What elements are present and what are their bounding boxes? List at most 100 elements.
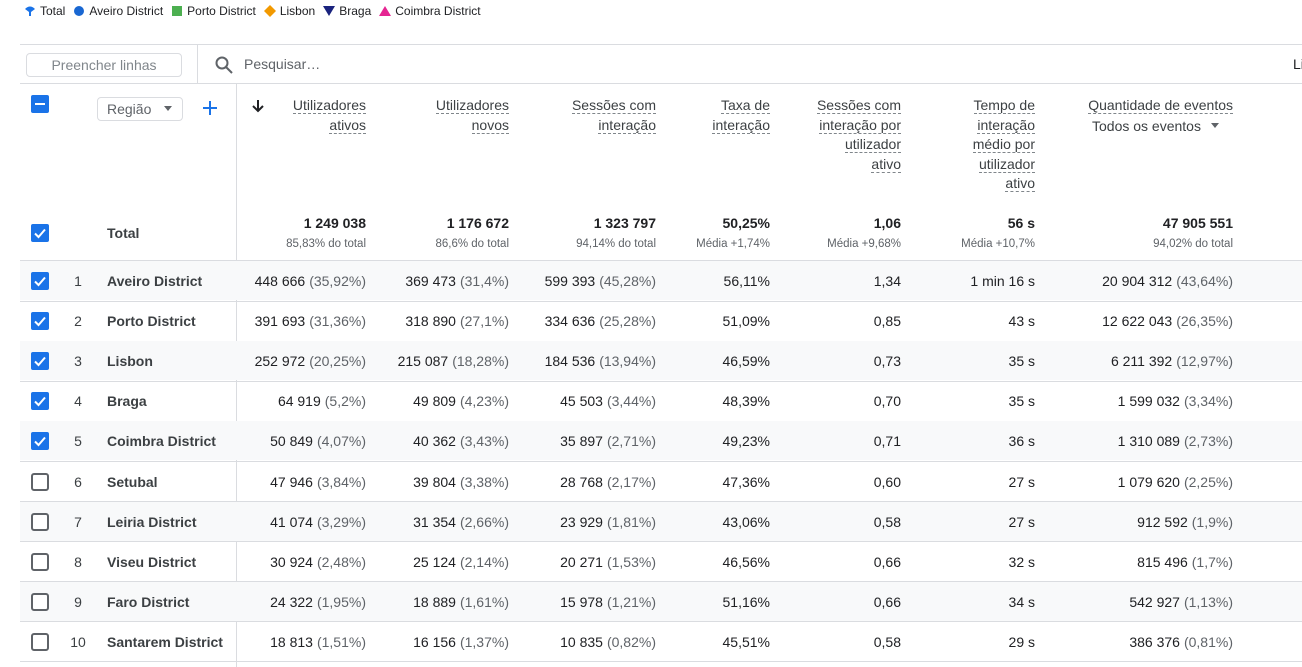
cell: 0,60 (874, 474, 901, 490)
row-checkbox[interactable] (31, 352, 49, 371)
cell: 215 087 (18,28%) (398, 353, 509, 369)
column-header[interactable]: Tempo de interação médio por utilizador … (969, 96, 1035, 194)
totals-checkbox[interactable] (31, 224, 49, 242)
cell-value: 0,85 (873, 313, 901, 330)
cell-value: 815 496 (1137, 553, 1188, 570)
icon-part (164, 106, 172, 111)
row-checkbox[interactable] (31, 312, 49, 331)
cell: 49 809 (4,23%) (413, 393, 509, 409)
legend-label: Total (40, 4, 66, 18)
row-checkbox[interactable] (31, 552, 49, 571)
cell-value: 34 s (1008, 593, 1035, 610)
cell: 184 536 (13,94%) (545, 353, 656, 369)
cell-value: 50 849 (270, 433, 313, 450)
fill-rows-button[interactable]: Preencher linhas (26, 53, 182, 77)
dimension-label: Região (107, 101, 152, 117)
metric-selector-label: Todos os eventos (1092, 118, 1201, 134)
column-header[interactable]: Utilizadores novos (427, 96, 509, 135)
cell: 1 079 620 (2,25%) (1118, 474, 1233, 490)
checkbox-check (34, 276, 46, 287)
search-input[interactable]: Pesquisar… (244, 56, 321, 72)
cell-value: 1 min 16 s (970, 273, 1035, 289)
cell: 35 s (1009, 353, 1035, 369)
row-checkbox[interactable] (31, 432, 49, 451)
cell: 51,09% (723, 313, 770, 329)
cell: 24 322 (1,95%) (270, 594, 366, 610)
row-name: Santarem District (107, 633, 223, 650)
row-rank: 3 (74, 353, 82, 370)
column-header[interactable]: Taxa de interação (708, 96, 770, 135)
row-checkbox[interactable] (31, 632, 49, 651)
toolbar-divider (197, 44, 198, 84)
row-rank: 9 (74, 593, 82, 610)
select-all-checkbox[interactable] (31, 95, 49, 113)
column-header[interactable]: Sessões com interação por utilizador ati… (813, 96, 901, 174)
dimension-dropdown[interactable]: Região (97, 97, 183, 121)
cell: 20 904 312 (43,64%) (1102, 273, 1233, 289)
cell-value: 912 592 (1137, 513, 1188, 530)
cell: 599 393 (45,28%) (545, 273, 656, 289)
marker-shape (379, 6, 392, 16)
metric-selector[interactable]: Todos os eventos (1092, 118, 1219, 134)
legend-label: Braga (339, 4, 372, 18)
search-icon[interactable] (214, 55, 234, 75)
checkbox-check (34, 437, 46, 447)
legend-item: Porto District (171, 4, 256, 18)
cell: 912 592 (1,9%) (1137, 514, 1233, 530)
cell-value: 40 362 (413, 433, 456, 450)
cell-share: (3,84%) (316, 473, 366, 490)
cell: 18 889 (1,61%) (413, 594, 509, 610)
cell-value: 29 s (1008, 633, 1035, 650)
marker-shape (263, 5, 276, 17)
cell-value: 10 835 (560, 633, 603, 650)
cell-value: 39 804 (413, 473, 456, 490)
row-name: Setubal (107, 473, 158, 490)
total-note: Média +10,7% (961, 238, 1035, 250)
row-rank: 1 (74, 273, 82, 289)
cell: 0,58 (874, 634, 901, 650)
column-title: Quantidade de eventos (1088, 97, 1233, 114)
total-value: 1 176 672 (446, 215, 509, 231)
sort-arrow[interactable] (251, 99, 265, 113)
row-checkbox[interactable] (31, 392, 49, 411)
cell-value: 41 074 (270, 513, 313, 530)
column-header[interactable]: Quantidade de eventos (1073, 96, 1233, 116)
legend-item: Aveiro District (73, 4, 163, 18)
column-header[interactable]: Utilizadores ativos (284, 96, 366, 135)
cell-share: (0,82%) (606, 633, 656, 650)
column-header[interactable]: Sessões com interação (570, 96, 656, 135)
cell-share: (1,53%) (606, 553, 656, 570)
row-name: Viseu District (107, 553, 197, 570)
cell-value: 6 211 392 (1110, 353, 1173, 370)
cell: 15 978 (1,21%) (560, 594, 656, 610)
legend-marker (263, 5, 276, 17)
cell-share: (0,81%) (1183, 633, 1233, 650)
cell-share: (31,36%) (309, 313, 366, 330)
cell: 36 s (1009, 433, 1035, 449)
row-background (20, 261, 1302, 300)
cell-value: 27 s (1008, 473, 1035, 490)
row-checkbox[interactable] (31, 592, 49, 611)
cell-share: (1,37%) (459, 633, 509, 650)
cell: 35 s (1009, 393, 1035, 409)
cell: 35 897 (2,71%) (560, 433, 656, 449)
row-divider (20, 260, 1302, 261)
cell-value: 45,51% (722, 633, 770, 650)
cell: 25 124 (2,14%) (413, 554, 509, 570)
cell: 45,51% (723, 634, 770, 650)
add-dimension-button[interactable] (203, 101, 217, 115)
cell-value: 35 s (1008, 353, 1035, 370)
row-checkbox[interactable] (31, 472, 49, 491)
cut-label[interactable]: Li (1293, 56, 1302, 72)
cell: 391 693 (31,36%) (255, 313, 366, 329)
legend-item: Total (24, 4, 65, 18)
cell: 12 622 043 (26,35%) (1102, 313, 1233, 329)
cell-value: 15 978 (560, 593, 603, 610)
cell: 1 min 16 s (970, 273, 1035, 289)
row-checkbox[interactable] (31, 512, 49, 531)
marker-shape (172, 6, 183, 16)
cell-share: (2,17%) (606, 473, 656, 490)
legend: Total Aveiro District Porto District Lisbon… (24, 3, 489, 19)
cell-share: (35,92%) (309, 273, 366, 289)
row-checkbox[interactable] (31, 272, 49, 290)
